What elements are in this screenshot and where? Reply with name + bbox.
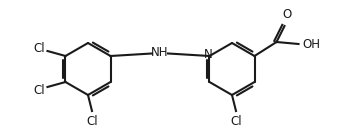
Text: Cl: Cl: [34, 83, 46, 96]
Text: OH: OH: [303, 38, 320, 51]
Text: Cl: Cl: [230, 115, 242, 128]
Text: Cl: Cl: [34, 42, 46, 55]
Text: O: O: [282, 8, 291, 21]
Text: N: N: [204, 48, 213, 61]
Text: NH: NH: [151, 46, 169, 59]
Text: Cl: Cl: [86, 115, 98, 128]
